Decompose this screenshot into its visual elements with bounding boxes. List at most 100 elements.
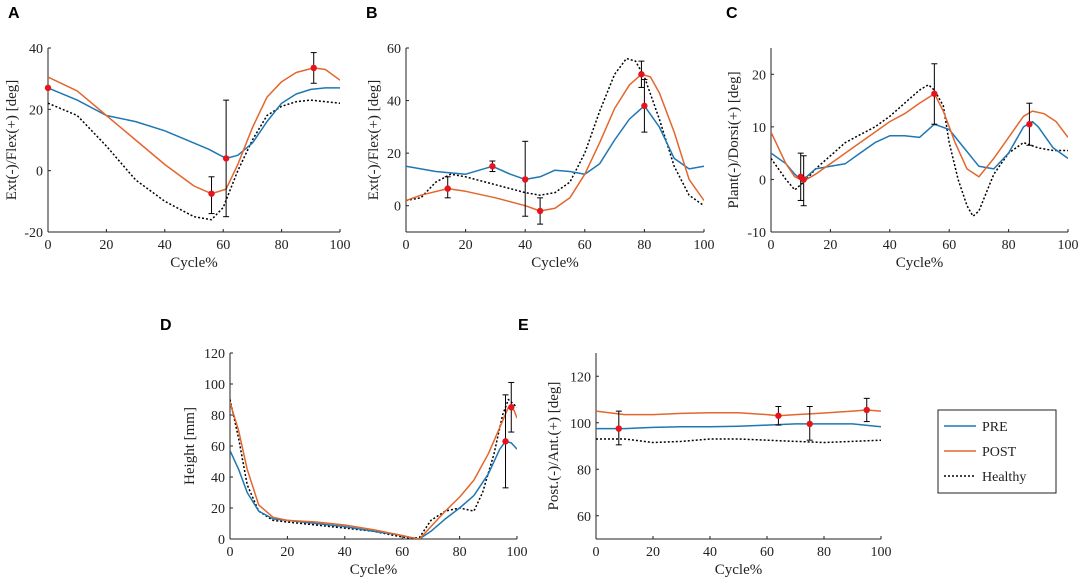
panel-a-ylabel: Ext(-)/Flex(+) [deg] — [4, 80, 20, 201]
panel-e-line-post — [596, 409, 881, 417]
panel-a-xtick-label: 100 — [330, 238, 351, 253]
panel-b: 0 20 40 60 80 1000204060Cycle%Ext(-)/Flex(+) … — [366, 5, 715, 271]
panel-d-xtick-label: 80 — [453, 545, 467, 560]
panel-b-ytick-label: 20 — [387, 147, 401, 162]
panel-c-letter: C — [726, 5, 738, 22]
panel-a-line-pre — [48, 87, 340, 160]
panel-b-line-healthy — [406, 57, 704, 207]
panel-a-point-post — [44, 84, 52, 92]
panel-a-point-post — [208, 190, 215, 197]
panel-e-letter: E — [518, 317, 529, 334]
panel-a-xtick-label: 40 — [158, 238, 172, 253]
panel-b-ytick-label: 0 — [394, 200, 401, 215]
panel-d-ylabel: Height [mm] — [182, 407, 198, 485]
panel-a-ytick-label: -20 — [24, 226, 43, 241]
panel-e-xtick-label: 80 — [817, 545, 831, 560]
panel-d-line-post — [230, 402, 517, 539]
panel-a-xtick-label: 60 — [216, 238, 230, 253]
panel-b-xtick-label: 20 — [459, 238, 473, 253]
panel-a-xtick-label: 80 — [275, 238, 289, 253]
panel-b-xtick-label: 60 — [578, 238, 592, 253]
panel-d-xtick-label: 100 — [507, 545, 528, 560]
panel-c-xtick-label: 40 — [883, 238, 897, 253]
panel-d-point-pre — [502, 438, 509, 445]
panel-d-xtick-label: 20 — [280, 545, 294, 560]
panel-d-ytick-label: 80 — [211, 409, 225, 424]
panel-c-point-pre — [800, 176, 807, 183]
panel-b-point-post — [638, 71, 645, 78]
panel-c-xtick-label: 60 — [942, 238, 956, 253]
panel-c-ytick-label: 10 — [752, 121, 766, 136]
panel-d-ytick-label: 120 — [204, 347, 225, 362]
panel-b-ylabel: Ext(-)/Flex(+) [deg] — [366, 80, 382, 201]
panel-e-point-pre — [615, 425, 622, 432]
panel-c-ytick-label: 20 — [752, 68, 766, 83]
panel-d-xlabel: Cycle% — [350, 562, 397, 578]
legend-label-healthy: Healthy — [982, 470, 1026, 485]
panel-d: 0 20 40 60 80 100 0 20 40 60 80 100 120 Cycle% Height … — [160, 317, 528, 578]
panel-e-point-post — [775, 412, 782, 419]
panel-e-xtick-label: 60 — [760, 545, 774, 560]
panel-a-line-healthy — [48, 99, 340, 221]
panel-d-line-pre — [230, 440, 517, 539]
panel-b-point-post — [536, 207, 544, 215]
panel-b-letter: B — [366, 5, 378, 22]
panel-c-ylabel: Plant(-)/Dorsi(+) [deg] — [726, 71, 742, 208]
panel-e-point-post — [863, 406, 870, 414]
panel-d-point-post — [508, 404, 515, 411]
panel-a-xtick-label: 0 — [45, 238, 52, 253]
panel-e-ytick-label: 60 — [577, 510, 591, 525]
panel-d-ytick-label: 40 — [211, 471, 225, 486]
panel-e-xtick-label: 40 — [703, 545, 717, 560]
panel-b-xlabel: Cycle% — [531, 255, 578, 271]
panel-c-xtick-label: 80 — [1002, 238, 1016, 253]
panel-a-ytick-label: 20 — [29, 103, 43, 118]
panel-d-ytick-label: 60 — [211, 440, 225, 455]
panel-a-letter: A — [8, 5, 20, 22]
panel-a-point-pre — [222, 155, 230, 162]
panel-b-line-pre — [406, 105, 704, 181]
panel-e-line-healthy — [596, 438, 881, 444]
panel-e-point-pre — [806, 420, 813, 428]
panel-d-xtick-label: 0 — [227, 545, 234, 560]
panel-b-point-pre — [641, 102, 648, 110]
panel-a: 0 20 40 60 80 100-2002040Cycle%Ext(-)/Flex(+)… — [4, 5, 351, 271]
panel-c-xlabel: Cycle% — [896, 255, 943, 271]
panel-e: 0 20 40 60 80 100 60 80 100 120 Cycle% Post.(-)/Ant… — [518, 317, 892, 578]
panel-d-xtick-label: 40 — [338, 545, 352, 560]
panel-e-ytick-label: 80 — [577, 463, 591, 478]
panel-b-ytick-label: 40 — [387, 95, 401, 110]
legend-label-pre: PRE — [982, 420, 1008, 435]
panel-e-line-pre — [596, 423, 881, 430]
panel-b-point-pre — [522, 176, 529, 183]
legend-label-post: POST — [982, 445, 1017, 460]
panel-b-xtick-label: 80 — [637, 238, 651, 253]
panel-c-line-pre — [771, 120, 1068, 181]
panel-b-ytick-label: 60 — [387, 42, 401, 57]
panel-d-letter: D — [160, 317, 172, 334]
panel-a-line-post — [48, 67, 340, 195]
panel-c-xtick-label: 100 — [1058, 238, 1079, 253]
panel-e-xtick-label: 20 — [646, 545, 660, 560]
panel-d-xtick-label: 60 — [395, 545, 409, 560]
panel-c-xtick-label: 20 — [823, 238, 837, 253]
panel-c-line-healthy — [771, 84, 1068, 217]
panel-c-xtick-label: 0 — [768, 238, 775, 253]
panel-b-xtick-label: 0 — [403, 238, 410, 253]
panel-b-point-post — [444, 185, 451, 192]
panel-e-xtick-label: 100 — [871, 545, 892, 560]
panel-e-xtick-label: 0 — [593, 545, 600, 560]
panel-d-ytick-label: 0 — [218, 533, 225, 548]
panel-e-ytick-label: 100 — [570, 417, 591, 432]
panel-d-ytick-label: 20 — [211, 502, 225, 517]
panel-c-point-post — [931, 90, 938, 97]
panel-e-xlabel: Cycle% — [715, 562, 762, 578]
panel-d-ytick-label: 100 — [204, 378, 225, 393]
panel-a-ytick-label: 40 — [29, 42, 43, 57]
panel-a-point-post — [310, 64, 317, 72]
panel-a-xtick-label: 20 — [99, 238, 113, 253]
panel-a-xlabel: Cycle% — [170, 255, 217, 271]
panel-b-line-post — [406, 73, 704, 212]
panel-e-ytick-label: 120 — [570, 370, 591, 385]
panel-c: 0 20 40 60 80 100-1001020Cycle%Plant(-)/Dorsi… — [726, 5, 1079, 271]
